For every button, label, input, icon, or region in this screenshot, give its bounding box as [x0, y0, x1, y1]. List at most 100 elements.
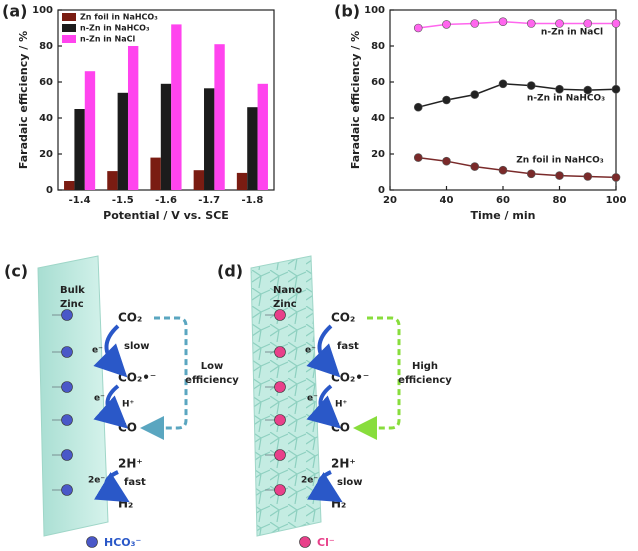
- y-axis-label: Faradaic efficiency / %: [349, 31, 362, 169]
- point: [442, 156, 451, 166]
- point: [583, 19, 593, 28]
- bar: [107, 171, 118, 190]
- legend-label: n-Zn in NaCl: [80, 35, 135, 44]
- efficiency-label: Low: [201, 361, 223, 372]
- reaction-arrow: [93, 324, 128, 378]
- bar: [160, 83, 172, 190]
- point: [470, 90, 480, 99]
- y-tick-label: 0: [46, 185, 53, 196]
- panel-label: (a): [2, 2, 27, 21]
- bar: [236, 172, 248, 190]
- reaction-arrow: [93, 384, 128, 429]
- species: CO: [118, 421, 137, 435]
- y-tick-label: 100: [32, 5, 53, 16]
- panel-label: (d): [217, 262, 243, 281]
- bar: [257, 83, 268, 190]
- point: [526, 19, 536, 28]
- point: [555, 84, 564, 94]
- point: [498, 17, 508, 27]
- x-axis-label: Potential / V vs. SCE: [103, 209, 229, 222]
- series-line: [418, 83, 617, 108]
- efficiency-arrow: [353, 316, 401, 440]
- point: [555, 19, 564, 28]
- step-rate: fast: [124, 477, 146, 488]
- ion-legend-marker: [86, 536, 98, 548]
- y-tick-label: 80: [371, 41, 385, 52]
- y-tick-label: 40: [371, 113, 385, 124]
- bar: [214, 44, 225, 191]
- bar: [171, 24, 182, 191]
- x-tick-label: -1.4: [69, 195, 91, 206]
- ion-legend-label: HCO₃⁻: [104, 536, 141, 549]
- reaction-arrow: [307, 470, 343, 503]
- ion: [274, 484, 286, 496]
- electron: e⁻: [92, 346, 103, 356]
- bar: [84, 71, 96, 190]
- step-rate: fast: [337, 341, 359, 352]
- legend-swatch: [62, 24, 76, 32]
- panel-label: (b): [334, 2, 360, 21]
- series-line: [418, 20, 616, 29]
- x-tick-label: 40: [440, 195, 454, 206]
- panel-label: (c): [4, 262, 28, 281]
- point: [555, 171, 564, 180]
- point: [498, 165, 508, 175]
- electron: e⁻: [94, 394, 105, 404]
- ion: [61, 484, 73, 496]
- species: H₂: [118, 497, 133, 511]
- legend-label: n-Zn in NaHCO₃: [80, 24, 150, 33]
- electrode: [250, 255, 322, 537]
- species: CO₂: [118, 311, 142, 325]
- species: CO₂•⁻: [118, 371, 156, 385]
- ion: [61, 309, 73, 321]
- bar: [127, 46, 139, 190]
- electrode-label: Nano: [273, 285, 302, 296]
- species: CO: [331, 421, 350, 435]
- point: [470, 162, 480, 171]
- series-label: n-Zn in NaCl: [541, 28, 603, 38]
- point: [442, 95, 451, 105]
- electron: 2e⁻: [301, 476, 318, 486]
- point: [611, 173, 621, 182]
- series-label: n-Zn in NaHCO₃: [527, 94, 605, 104]
- ion: [274, 449, 286, 461]
- x-tick-label: 20: [383, 195, 397, 206]
- legend-swatch: [62, 13, 76, 21]
- ion: [274, 309, 286, 321]
- y-tick-label: 20: [39, 149, 53, 160]
- electron: e⁻: [307, 394, 318, 404]
- point: [498, 79, 508, 89]
- x-tick-label: -1.8: [241, 195, 263, 206]
- bar: [74, 109, 85, 190]
- series-label: Zn foil in NaHCO₃: [516, 156, 603, 166]
- point: [413, 153, 423, 162]
- bar: [247, 107, 258, 190]
- reaction-arrow: [306, 384, 341, 429]
- ion-legend-marker: [299, 536, 311, 548]
- legend-swatch: [62, 35, 76, 43]
- proton: H⁺: [335, 400, 348, 410]
- ion: [274, 346, 286, 358]
- ion: [274, 381, 286, 393]
- ion: [61, 381, 73, 393]
- point: [583, 172, 593, 181]
- y-tick-label: 80: [39, 41, 53, 52]
- bar: [193, 170, 205, 190]
- efficiency-label: efficiency: [398, 375, 452, 386]
- reaction-arrow: [94, 470, 130, 503]
- electron: e⁻: [305, 346, 316, 356]
- point: [583, 85, 593, 95]
- series-line: [418, 156, 617, 179]
- y-tick-label: 0: [378, 185, 385, 196]
- x-axis-label: Time / min: [471, 209, 536, 222]
- step-rate: slow: [337, 477, 363, 488]
- electrode-label: Bulk: [60, 285, 85, 296]
- species: CO₂•⁻: [331, 371, 369, 385]
- y-tick-label: 20: [371, 149, 385, 160]
- electrode-label: Zinc: [60, 299, 84, 310]
- point: [470, 19, 480, 28]
- point: [611, 19, 621, 28]
- y-tick-label: 60: [371, 77, 385, 88]
- y-tick-label: 40: [39, 113, 53, 124]
